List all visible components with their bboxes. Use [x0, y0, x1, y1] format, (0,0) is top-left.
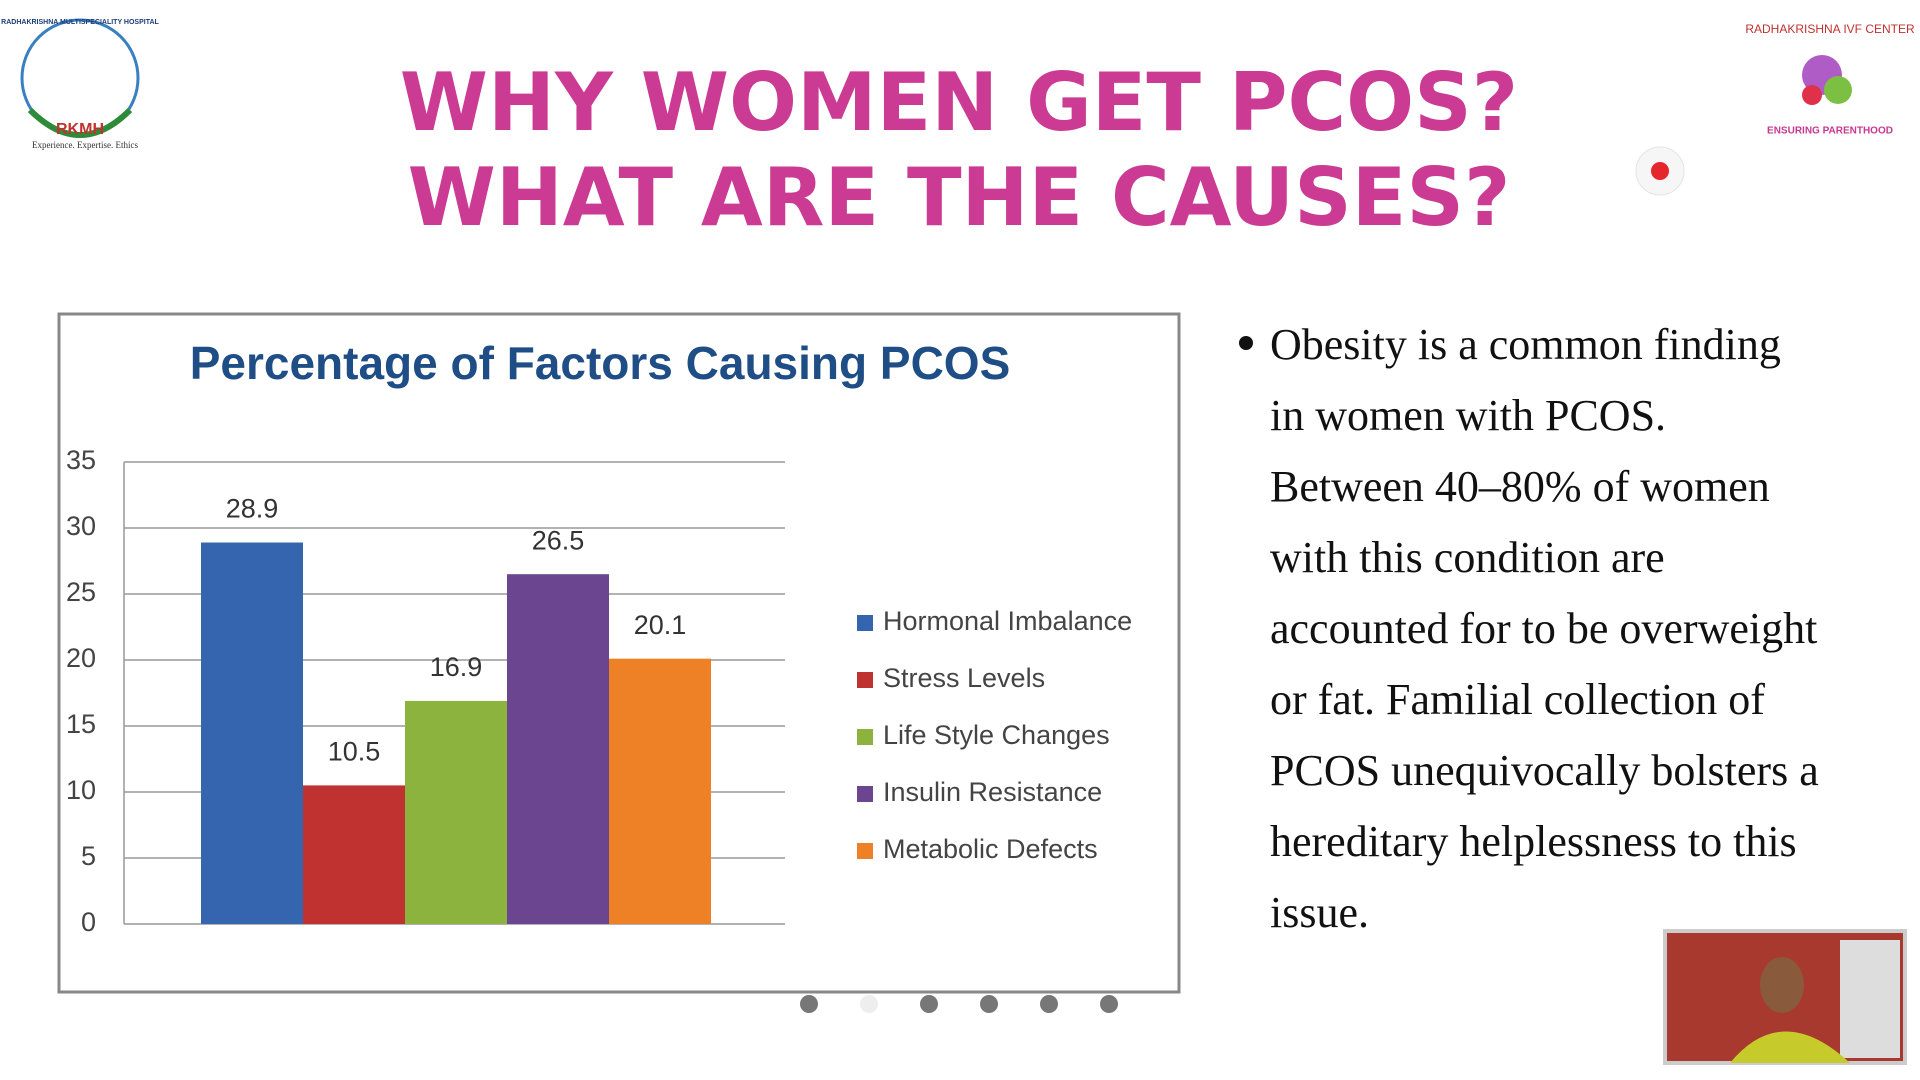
page-dot[interactable]	[800, 995, 818, 1013]
webcam-video	[1663, 929, 1907, 1065]
hospital-logo: RKMH Experience. Expertise. Ethics RADHA…	[1, 18, 160, 150]
bullet-dot	[1239, 336, 1253, 350]
bullet-text: Between 40–80% of women	[1270, 462, 1770, 511]
logo-short: RKMH	[56, 121, 104, 138]
legend-label: Insulin Resistance	[883, 777, 1102, 807]
legend-label: Life Style Changes	[883, 720, 1110, 750]
value-label: 28.9	[226, 494, 279, 524]
y-tick-label: 20	[66, 643, 96, 673]
legend-swatch	[857, 672, 873, 688]
bullet-text: in women with PCOS.	[1270, 391, 1666, 440]
page-dot[interactable]	[1040, 995, 1058, 1013]
value-label: 10.5	[328, 737, 381, 767]
bar	[201, 542, 303, 924]
ivf-logo: RADHAKRISHNA IVF CENTER ENSURING PARENTH…	[1745, 22, 1915, 136]
legend-label: Metabolic Defects	[883, 834, 1098, 864]
bullet-text: hereditary helplessness to this	[1270, 817, 1797, 866]
y-tick-label: 10	[66, 775, 96, 805]
legend-swatch	[857, 786, 873, 802]
value-label: 16.9	[430, 652, 483, 682]
bullet-text: or fat. Familial collection of	[1270, 675, 1765, 724]
legend-swatch	[857, 615, 873, 631]
value-label: 20.1	[634, 610, 687, 640]
legend-swatch	[857, 843, 873, 859]
page-dot[interactable]	[980, 995, 998, 1013]
bar	[303, 785, 405, 924]
slide-title: WHY WOMEN GET PCOS?	[400, 56, 1518, 149]
y-tick-label: 30	[66, 511, 96, 541]
bullet-text: Obesity is a common finding	[1270, 320, 1781, 369]
bar	[609, 658, 711, 924]
y-tick-label: 5	[81, 841, 96, 871]
page-dot[interactable]	[860, 995, 878, 1013]
pagination	[800, 995, 1118, 1013]
y-tick-label: 0	[81, 907, 96, 937]
bullet-text: accounted for to be overweight	[1270, 604, 1817, 653]
logo-name: RADHAKRISHNA MULTISPECIALITY HOSPITAL	[1, 19, 159, 26]
bullet-text: issue.	[1270, 888, 1369, 937]
value-label: 26.5	[532, 525, 585, 555]
logo-tagline: ENSURING PARENTHOOD	[1767, 126, 1893, 137]
y-tick-label: 25	[66, 577, 96, 607]
bar	[405, 700, 507, 924]
y-tick-label: 15	[66, 709, 96, 739]
bar	[507, 574, 609, 924]
legend-swatch	[857, 729, 873, 745]
record-dot	[1651, 162, 1669, 180]
logo-name: RADHAKRISHNA IVF CENTER	[1745, 22, 1915, 36]
legend-label: Hormonal Imbalance	[883, 606, 1132, 636]
y-tick-label: 35	[66, 445, 96, 475]
page-dot[interactable]	[1100, 995, 1118, 1013]
bullet-text: PCOS unequivocally bolsters a	[1270, 746, 1819, 795]
bullet-text: with this condition are	[1270, 533, 1665, 582]
chart-title: Percentage of Factors Causing PCOS	[190, 337, 1011, 389]
logo-tagline: Experience. Expertise. Ethics	[32, 140, 138, 150]
legend-label: Stress Levels	[883, 663, 1045, 693]
page-dot[interactable]	[920, 995, 938, 1013]
slide-title: WHAT ARE THE CAUSES?	[408, 151, 1511, 244]
